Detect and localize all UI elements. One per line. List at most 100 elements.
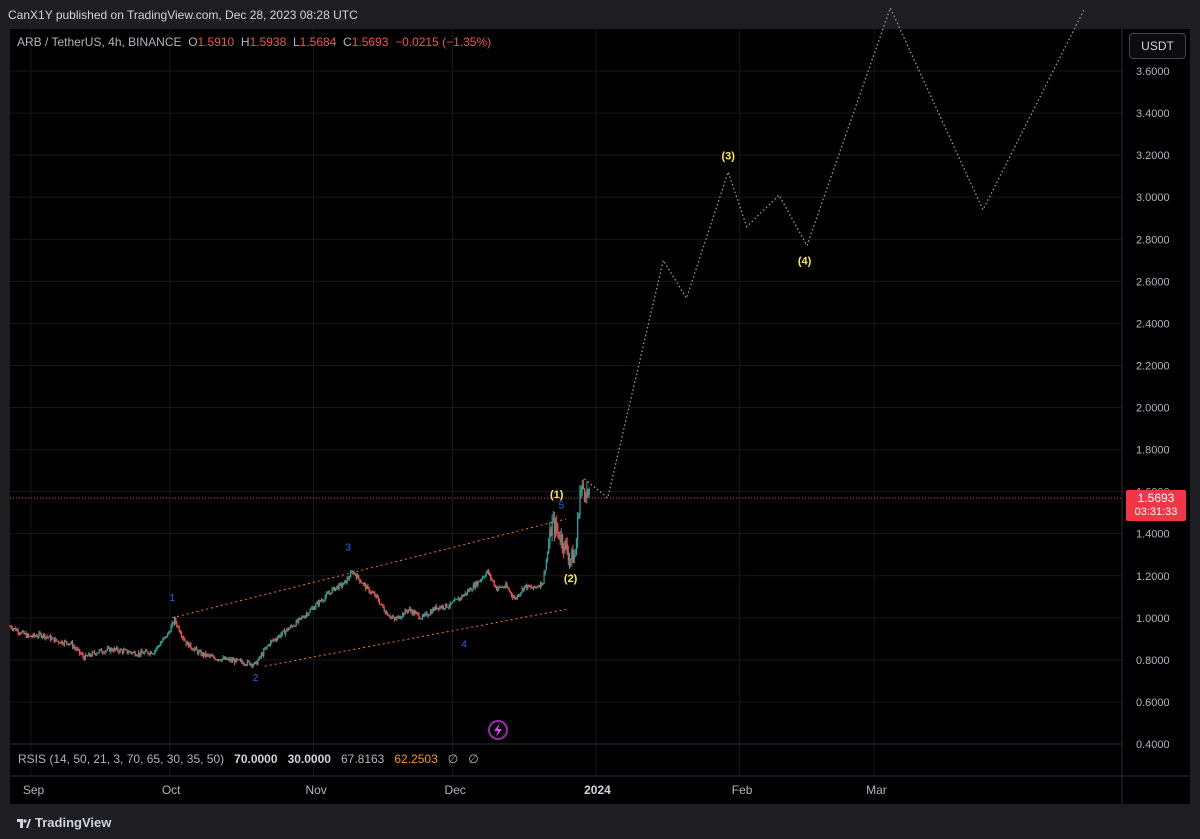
lightning-icon[interactable] [489,721,507,739]
candle-down [203,653,204,656]
candle-up [247,661,248,665]
rsi-value-1: 67.8163 [341,752,384,766]
candle-up [564,541,565,551]
rsi-legend[interactable]: RSIS (14, 50, 21, 3, 70, 65, 30, 35, 50)… [18,752,479,766]
candle-up [344,580,345,582]
candle-down [458,599,459,601]
candle-up [110,648,111,651]
candle-down [249,662,250,665]
candle-up [253,664,254,666]
candle-up [55,639,56,642]
candle-down [530,587,531,588]
open-label: O [188,35,197,49]
candle-down [406,610,407,611]
candle-down [318,602,319,605]
candle-down [494,581,495,585]
candle-down [534,586,535,588]
chart-svg[interactable]: 12345(1)(2)(3)(4) 3.60003.40003.20003.00… [0,0,1200,839]
wave-label-major: (1) [550,489,564,501]
candle-up [210,655,211,656]
price-tick-label: 3.0000 [1136,192,1170,204]
candle-down [48,637,49,638]
candle-up [480,580,481,582]
candle-down [518,595,519,596]
candle-up [498,586,499,588]
symbol-title[interactable]: ARB / TetherUS, 4h, BINANCE [17,35,182,49]
candle-down [374,593,375,596]
currency-button[interactable]: USDT [1129,33,1186,59]
candle-up [323,600,324,601]
price-tick-label: 3.6000 [1136,66,1170,78]
candle-down [531,587,532,588]
price-tick-label: 0.4000 [1136,739,1170,751]
candle-down [262,654,263,656]
candle-up [329,593,330,594]
candle-up [274,639,275,640]
candle-up [206,654,207,656]
candle-up [340,584,341,585]
candle-up [144,652,145,654]
candle-up [161,642,162,644]
candle-up [366,586,367,589]
close-label: C [343,35,352,49]
candle-up [69,644,70,645]
candle-down [131,652,132,653]
candle-down [300,618,301,619]
candle-down [47,637,48,638]
candle-down [466,593,467,594]
candle-down [80,653,81,654]
time-tick-label: Nov [305,783,326,797]
candle-up [238,659,239,660]
candle-down [556,522,557,530]
wave-label-minor: 5 [559,500,565,511]
candle-down [115,648,116,649]
candle-down [94,652,95,654]
candle-up [128,653,129,654]
candle-up [174,618,175,624]
candle-down [215,658,216,660]
candle-up [540,582,541,587]
candle-up [278,635,279,637]
high-label: H [241,35,250,49]
candle-up [159,646,160,647]
candle-down [403,613,404,615]
high-value: 1.5938 [250,35,287,49]
candle-down [588,489,589,494]
candle-up [71,642,72,643]
candle-down [410,609,411,611]
candle-up [116,648,117,650]
candle-up [16,630,17,631]
candle-up [316,602,317,604]
footer-brand[interactable]: TradingView [17,815,111,830]
candle-up [93,652,94,653]
candle-up [14,628,15,629]
candle-up [319,600,320,605]
candle-down [382,604,383,607]
candle-down [20,633,21,634]
candle-up [483,577,484,578]
candle-down [417,613,418,614]
candle-up [576,540,577,555]
wave-labels: 1 2 3 4 5(1) (2) (3) (4) [169,150,811,684]
candle-down [182,636,183,637]
price-tick-label: 2.4000 [1136,318,1170,330]
candle-down [15,628,16,631]
candle-up [296,621,297,627]
candle-up [452,602,453,603]
candle-down [460,598,461,599]
candle-down [313,608,314,610]
candle-down [10,626,11,627]
candle-up [577,517,578,539]
candle-up [259,657,260,660]
candle-down [226,657,227,659]
candle-down [501,587,502,588]
candle-down [563,547,564,551]
candle-down [126,650,127,653]
candle-down [201,651,202,655]
candle-up [250,664,251,665]
candle-up [98,652,99,653]
candle-up [298,619,299,623]
candle-up [497,589,498,591]
candle-down [515,598,516,599]
candle-down [568,553,569,561]
